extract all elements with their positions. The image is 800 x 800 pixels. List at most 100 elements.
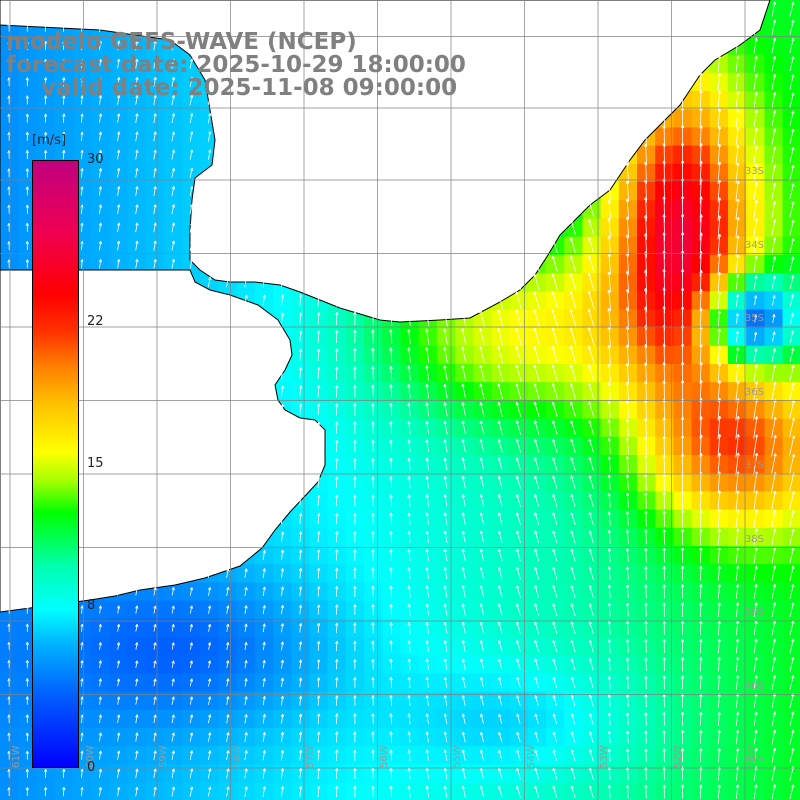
wind-arrow <box>771 1 777 17</box>
wind-arrow <box>699 1 703 17</box>
wind-arrow <box>98 22 103 32</box>
wind-speed-cell <box>564 782 583 800</box>
wind-arrow <box>244 40 248 51</box>
wind-arrow <box>262 58 266 69</box>
wind-arrow <box>43 22 48 32</box>
wind-arrow <box>298 3 303 15</box>
wind-arrow <box>644 1 648 17</box>
wind-arrow <box>317 3 321 15</box>
wind-arrow <box>461 2 466 16</box>
colorbar-tick-label: 0 <box>87 760 96 775</box>
latitude-label: 38S <box>744 533 764 545</box>
wind-arrow <box>625 1 630 17</box>
wind-arrow <box>226 3 230 15</box>
wind-arrow <box>153 22 157 33</box>
wind-arrow <box>317 21 321 33</box>
longitude-label: 51W <box>746 745 757 768</box>
wind-arrow <box>644 37 648 54</box>
wind-arrow <box>570 20 576 34</box>
longitude-label: 61W <box>11 745 22 768</box>
colorbar-tick-label: 22 <box>87 314 104 330</box>
colorbar <box>32 160 79 768</box>
wind-arrow <box>116 22 121 33</box>
wind-arrow <box>189 58 194 69</box>
longitude-label: 55W <box>452 745 463 768</box>
wind-arrow <box>735 37 740 54</box>
wind-speed-cell <box>782 782 800 800</box>
wind-arrow <box>62 40 66 51</box>
wind-arrow <box>662 37 666 54</box>
model-title: modelo GEFS-WAVE (NCEP) <box>6 29 357 55</box>
longitude-label: 52W <box>672 745 684 768</box>
longitude-label: 58W <box>231 745 243 768</box>
wind-arrow <box>244 58 248 69</box>
wind-arrow <box>244 21 248 33</box>
wind-arrow <box>189 40 194 51</box>
wind-arrow <box>335 39 339 52</box>
wind-vectors <box>7 1 796 799</box>
wind-arrow <box>717 19 721 36</box>
wind-arrow <box>43 40 48 50</box>
wind-arrow <box>153 4 157 14</box>
wind-arrow <box>317 39 321 52</box>
wind-arrow <box>153 40 157 51</box>
wind-arrow <box>516 20 521 34</box>
wind-arrow <box>479 57 485 70</box>
wind-arrow <box>135 40 139 51</box>
wind-arrow <box>335 3 339 15</box>
wind-arrow <box>335 57 339 70</box>
wind-arrow <box>753 1 758 17</box>
wind-arrow <box>189 22 194 33</box>
wind-arrow <box>753 19 758 35</box>
wind-arrow <box>353 21 357 33</box>
wind-speed-cell <box>582 782 602 800</box>
wind-arrow <box>298 39 303 51</box>
wind-arrow <box>425 39 429 52</box>
wind-arrow <box>789 37 795 53</box>
forecast-date: forecast date: 2025-10-29 18:00:00 <box>6 52 466 78</box>
colorbar-unit: [m/s] <box>32 133 66 148</box>
wind-arrow <box>25 4 29 14</box>
wind-arrow <box>443 21 448 34</box>
latitude-label: 33S <box>744 166 764 177</box>
wind-arrow <box>335 21 339 33</box>
wind-arrow <box>189 3 194 15</box>
wind-arrow <box>607 56 611 72</box>
wind-arrow <box>280 3 285 15</box>
wind-arrow <box>317 58 321 70</box>
wind-arrow <box>662 19 666 36</box>
wind-arrow <box>461 57 466 70</box>
longitude-label: 59W <box>158 745 169 768</box>
wind-arrow <box>262 21 266 33</box>
wind-arrow <box>226 58 230 69</box>
wind-arrow <box>298 21 303 33</box>
wind-arrow <box>207 22 212 33</box>
wind-arrow <box>534 2 540 16</box>
wind-speed-cell <box>509 782 529 800</box>
wind-arrow <box>389 3 393 15</box>
wind-arrow <box>516 39 521 52</box>
longitude-label: 53W <box>599 745 610 768</box>
wind-arrow <box>662 1 666 17</box>
wind-arrow <box>497 21 503 34</box>
wind-arrow <box>98 58 103 69</box>
wind-arrow <box>607 20 611 35</box>
wind-arrow <box>552 57 558 71</box>
wind-arrow <box>280 58 285 70</box>
colorbar-tick-label: 8 <box>87 597 96 613</box>
wind-arrow <box>353 57 357 70</box>
wind-arrow <box>171 4 175 14</box>
wind-arrow <box>771 37 777 53</box>
latitude-label: 36S <box>744 386 764 398</box>
wind-arrow <box>262 40 266 51</box>
wind-speed-cell <box>546 782 565 800</box>
wind-arrow <box>552 20 558 34</box>
wind-arrow <box>443 57 448 70</box>
wind-arrow <box>717 1 721 17</box>
latitude-label: 39S <box>744 607 764 618</box>
latitude-label: 37S <box>744 460 764 471</box>
wind-arrow <box>43 59 48 69</box>
wind-arrow <box>461 21 466 34</box>
wind-arrow <box>588 38 594 53</box>
